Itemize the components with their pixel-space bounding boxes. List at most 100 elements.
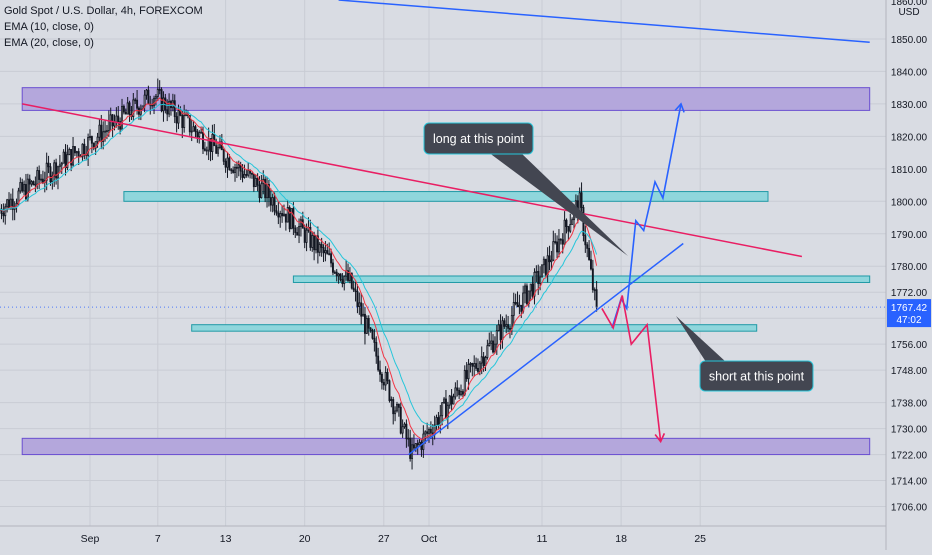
candle-body: [174, 101, 175, 117]
candle: [421, 439, 422, 457]
candle-body: [246, 174, 247, 175]
candle: [455, 382, 456, 399]
candle: [336, 269, 337, 281]
candle-body: [153, 98, 154, 105]
candle-body: [389, 381, 390, 401]
candle: [127, 97, 128, 114]
candle: [487, 340, 488, 360]
candle-body: [236, 167, 237, 168]
candle-body: [234, 167, 235, 172]
candle-body: [451, 396, 452, 404]
candle-body: [202, 132, 203, 149]
candle-body: [233, 170, 234, 172]
candle-body: [453, 397, 454, 404]
candle: [334, 270, 335, 274]
candle-body: [229, 158, 230, 170]
candle: [342, 273, 343, 287]
candle-body: [498, 325, 499, 331]
candle: [315, 236, 316, 254]
candle: [566, 218, 567, 233]
x-tick-label: Oct: [421, 533, 437, 545]
candle: [361, 293, 362, 324]
candle: [268, 180, 269, 207]
candle: [69, 147, 70, 155]
x-tick-label: Sep: [81, 533, 100, 545]
candle: [116, 107, 117, 127]
candle: [445, 390, 446, 418]
candle: [506, 314, 507, 333]
candle-body: [97, 137, 98, 141]
candle-body: [378, 356, 379, 370]
candle-body: [470, 363, 471, 364]
x-tick-label: 7: [155, 533, 161, 545]
indicator-ema20-label[interactable]: EMA (20, close, 0): [4, 37, 94, 49]
candle-body: [332, 263, 333, 272]
zone-teal: [293, 276, 869, 282]
candle-body: [218, 148, 219, 154]
y-tick-label: 1730.00: [891, 425, 928, 436]
candle-body: [22, 182, 23, 191]
candle: [536, 265, 537, 282]
candle: [314, 232, 315, 260]
candle-body: [223, 150, 224, 162]
candle-body: [413, 445, 414, 448]
candle-body: [541, 265, 542, 277]
candle-body: [502, 321, 503, 340]
candle: [470, 362, 471, 372]
candle-body: [289, 207, 290, 228]
y-tick-label: 1820.00: [891, 132, 928, 143]
candle-body: [319, 244, 320, 252]
candle-body: [381, 374, 382, 382]
y-tick-label: 1780.00: [891, 262, 928, 273]
candle: [265, 176, 266, 202]
candle: [272, 194, 273, 213]
candle-body: [395, 411, 396, 414]
candle-body: [438, 418, 439, 426]
candle-body: [33, 182, 34, 185]
candle-body: [54, 163, 55, 176]
candle-body: [255, 178, 256, 186]
candle-body: [152, 105, 153, 106]
candle: [195, 125, 196, 137]
candle-body: [355, 290, 356, 292]
y-tick-label: 1738.00: [891, 399, 928, 410]
candle-body: [404, 424, 405, 427]
candle-body: [178, 111, 179, 123]
candle-body: [7, 200, 8, 207]
candle-body: [125, 112, 126, 114]
candle-body: [374, 338, 375, 342]
candle-body: [27, 179, 28, 199]
candle: [163, 91, 164, 122]
candle: [31, 180, 32, 187]
candle: [459, 388, 460, 399]
candle: [40, 174, 41, 182]
candle-body: [272, 198, 273, 206]
candle-body: [101, 125, 102, 141]
candle: [492, 334, 493, 353]
candle-countdown: 47:02: [896, 315, 921, 326]
candle-body: [3, 213, 4, 215]
candle: [589, 240, 590, 261]
candle: [449, 395, 450, 409]
candle-body: [459, 390, 460, 394]
candle: [221, 134, 222, 150]
candle: [590, 251, 591, 271]
candle-body: [379, 370, 380, 374]
candle-body: [78, 152, 79, 156]
candle-body: [325, 251, 326, 253]
candle: [270, 189, 271, 212]
candle: [541, 264, 542, 277]
candle: [167, 99, 168, 121]
candle-body: [48, 163, 49, 167]
candle-body: [513, 302, 514, 315]
candle-body: [227, 158, 228, 167]
indicator-ema10-label[interactable]: EMA (10, close, 0): [4, 21, 94, 33]
candle: [519, 295, 520, 315]
candle: [472, 363, 473, 377]
candle-body: [370, 328, 371, 330]
candle-body: [393, 400, 394, 414]
candle: [355, 282, 356, 302]
